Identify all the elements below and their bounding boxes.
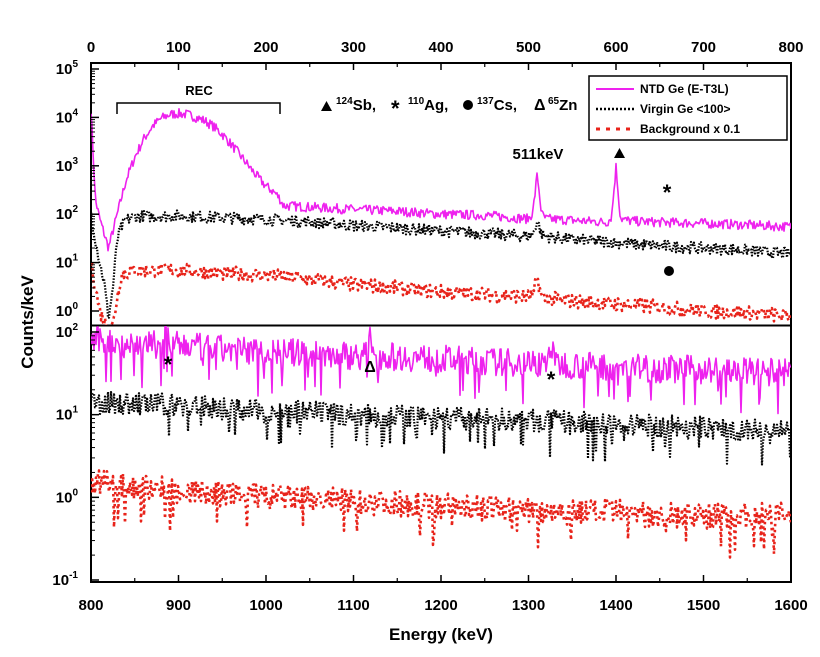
- top-x-tick-label: 300: [341, 39, 366, 56]
- rec-bracket: REC: [116, 83, 281, 114]
- bottom-y-tick-label: 101: [56, 405, 79, 424]
- ag-peak-star-icon-top: *: [663, 180, 672, 205]
- bottom-y-tick-label: 100: [56, 487, 79, 506]
- top-y-tick-label: 104: [56, 107, 79, 126]
- sb-peak-triangle-icon: [614, 148, 625, 158]
- ag-mass: 110: [408, 96, 425, 107]
- top-series-background: [91, 259, 791, 325]
- svg-text:124Sb,: 124Sb,: [336, 96, 376, 114]
- ag-peak-star-icon-885: *: [164, 352, 173, 377]
- isotope-key: 124Sb, * 110Ag, 137Cs, Δ 65Zn: [321, 96, 577, 121]
- legend-label-virgin: Virgin Ge <100>: [640, 102, 731, 116]
- rec-label: REC: [185, 83, 213, 98]
- zn-mass: 65: [548, 96, 560, 107]
- legend-label-ntd: NTD Ge (E-T3L): [640, 82, 729, 96]
- svg-text:137Cs,: 137Cs,: [477, 96, 517, 114]
- top-x-tick-label: 200: [253, 39, 278, 56]
- cs-peak-dot-icon: [664, 266, 674, 276]
- zn-peak-delta-icon: Δ: [364, 359, 376, 376]
- bottom-x-tick-label: 1400: [599, 597, 632, 614]
- top-series-ntd: [91, 108, 791, 252]
- dot-icon: [463, 100, 473, 110]
- top-series-virgin: [91, 209, 791, 320]
- ag-element: Ag,: [424, 97, 448, 114]
- bottom-x-tick-label: 1500: [687, 597, 720, 614]
- top-y-tick-label: 101: [56, 253, 79, 272]
- svg-text:65Zn: 65Zn: [548, 96, 577, 114]
- delta-icon: Δ: [534, 97, 546, 114]
- star-icon: *: [391, 96, 400, 121]
- bottom-series-virgin: [91, 390, 791, 466]
- peak-511-label: 511keV: [513, 146, 564, 163]
- ag-peak-star-icon-1325: *: [547, 367, 556, 392]
- bottom-series-background: [91, 469, 791, 559]
- axis-ticks: 0 100 200 300 400 500 600 700 800 100 101 102 103 104…: [52, 39, 807, 614]
- top-y-tick-label: 103: [56, 156, 79, 175]
- bottom-x-tick-label: 1000: [249, 597, 282, 614]
- cs-element: Cs,: [494, 97, 517, 114]
- x-axis-title: Energy (keV): [389, 625, 493, 644]
- top-y-tick-label: 102: [56, 204, 79, 223]
- sb-element: Sb,: [353, 97, 376, 114]
- top-y-tick-label: 100: [56, 301, 79, 320]
- bottom-panel-series: [91, 326, 791, 559]
- top-x-tick-label: 500: [516, 39, 541, 56]
- top-panel-series: [91, 108, 791, 325]
- bottom-x-tick-label: 900: [166, 597, 191, 614]
- cs-mass: 137: [477, 96, 494, 107]
- bottom-x-tick-label: 1600: [774, 597, 807, 614]
- triangle-icon: [321, 101, 332, 111]
- top-x-tick-label: 100: [166, 39, 191, 56]
- top-x-tick-label: 600: [603, 39, 628, 56]
- bottom-x-tick-label: 1300: [512, 597, 545, 614]
- top-x-tick-label: 800: [778, 39, 803, 56]
- top-x-tick-label: 0: [87, 39, 95, 56]
- top-y-tick-label: 105: [56, 59, 79, 78]
- y-axis-title: Counts/keV: [18, 275, 37, 369]
- top-x-tick-label: 400: [428, 39, 453, 56]
- bottom-x-tick-label: 1100: [337, 597, 370, 614]
- svg-text:110Ag,: 110Ag,: [408, 96, 448, 114]
- bottom-series-ntd: [91, 326, 791, 415]
- zn-element: Zn: [559, 97, 577, 114]
- legend-label-background: Background x 0.1: [640, 122, 740, 136]
- bottom-x-tick-label: 1200: [424, 597, 457, 614]
- sb-mass: 124: [336, 96, 353, 107]
- bottom-x-tick-label: 800: [78, 597, 103, 614]
- bottom-y-tick-label: 102: [56, 322, 79, 341]
- top-x-tick-label: 700: [691, 39, 716, 56]
- bottom-y-tick-label: 10-1: [52, 570, 78, 589]
- legend: NTD Ge (E-T3L) Virgin Ge <100> Backgroun…: [588, 75, 788, 141]
